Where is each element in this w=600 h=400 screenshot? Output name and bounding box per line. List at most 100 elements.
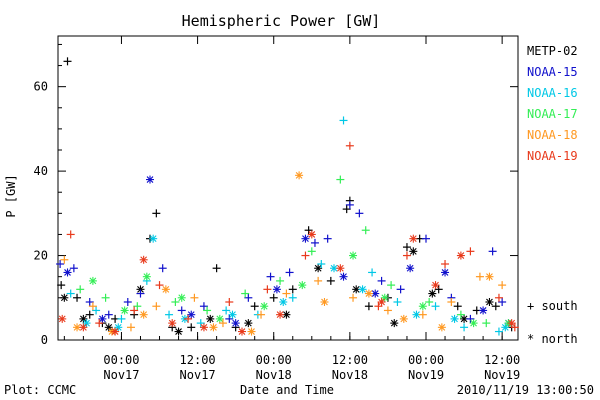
point-south-noaa-15 [85,298,94,306]
point-south-noaa-17 [336,175,345,184]
point-north-noaa-16 [114,323,123,332]
x-axis-label: Date and Time [240,383,334,397]
point-south-metp-02 [364,302,373,311]
point-north-noaa-19 [336,264,345,273]
point-south-noaa-16 [165,310,174,319]
x-tick-time-label: 12:00 [332,353,368,367]
point-south-noaa-18 [126,323,135,332]
point-north-noaa-18 [437,323,446,332]
point-south-noaa-15 [498,298,507,306]
point-south-metp-02 [73,293,82,302]
point-north-noaa-16 [149,234,158,243]
point-north-metp-02 [485,298,494,306]
point-south-noaa-19 [402,251,411,260]
point-south-noaa-15 [123,298,132,306]
point-north-noaa-15 [272,285,281,294]
point-south-noaa-19 [510,323,519,332]
point-north-noaa-18 [485,272,494,281]
chart-title: Hemispheric Power [GW] [182,12,381,30]
point-north-metp-02 [428,289,437,298]
point-north-noaa-18 [161,285,170,294]
point-south-noaa-17 [307,247,316,256]
y-axis-label: P [GW] [4,174,18,217]
point-north-noaa-15 [146,175,154,184]
point-north-noaa-17 [260,302,269,311]
point-south-metp-02 [491,302,500,311]
series-legend: METP-02 NOAA-15 NOAA-16 NOAA-17 NOAA-18 NOAA-… [527,44,578,163]
point-south-noaa-15 [199,302,208,311]
point-north-noaa-15 [339,272,348,281]
point-south-noaa-17 [171,298,180,306]
point-south-noaa-18 [190,293,199,302]
point-north-noaa-19 [431,281,440,290]
point-south-noaa-15 [177,306,186,315]
point-north-noaa-16 [82,319,91,328]
point-south-noaa-15 [323,234,332,243]
point-south-noaa-17 [387,281,396,290]
point-south-noaa-15 [396,285,405,294]
point-south-metp-02 [250,302,259,311]
point-south-noaa-17 [361,226,370,235]
point-north-noaa-15 [301,234,310,243]
point-south-noaa-15 [158,264,167,273]
point-south-noaa-19 [155,281,164,290]
point-north-noaa-19 [409,234,418,243]
point-north-metp-02 [60,293,69,302]
point-north-noaa-17 [469,319,478,328]
x-tick-date-label: Nov19 [484,368,520,382]
point-north-noaa-17 [380,293,389,302]
point-north-noaa-18 [364,289,373,298]
point-north-noaa-15 [98,314,107,323]
y-tick-label: 0 [41,333,48,347]
point-south-noaa-18 [152,302,161,311]
point-north-noaa-16 [450,314,459,323]
symbol-legend-north: * north [527,332,578,346]
point-south-noaa-18 [282,289,291,298]
legend-entry-noaa-15: NOAA-15 [527,65,578,79]
point-south-metp-02 [85,310,94,319]
point-south-noaa-17 [101,293,110,302]
point-north-noaa-19 [377,298,386,306]
point-south-noaa-16 [460,323,469,332]
point-south-noaa-17 [276,276,285,285]
legend-entry-noaa-17: NOAA-17 [527,107,578,121]
x-tick-date-label: Nov18 [256,368,292,382]
point-south-noaa-19 [345,141,354,150]
x-tick-time-label: 00:00 [256,353,292,367]
point-north-noaa-16 [228,310,237,319]
point-south-noaa-17 [133,302,142,311]
point-north-noaa-15 [479,306,488,315]
point-south-metp-02 [57,281,66,290]
point-south-noaa-15 [225,314,234,323]
point-south-noaa-19 [301,251,310,260]
point-south-noaa-18 [418,310,427,319]
point-south-noaa-19 [441,260,450,268]
point-south-noaa-16 [317,260,326,268]
point-north-noaa-18 [247,327,256,336]
point-north-noaa-17 [88,276,97,285]
point-south-noaa-15 [422,234,430,243]
point-south-noaa-17 [203,306,212,315]
point-south-metp-02 [342,205,351,214]
point-north-noaa-18 [399,314,408,323]
y-tick-label: 20 [34,249,48,263]
point-south-noaa-15 [466,314,475,323]
point-north-noaa-16 [501,323,510,332]
point-south-noaa-19 [66,230,75,239]
point-north-noaa-19 [79,323,88,332]
point-south-noaa-16 [368,268,377,277]
point-south-noaa-18 [447,298,456,306]
point-north-noaa-17 [418,302,427,311]
point-south-noaa-15 [104,310,113,319]
point-south-noaa-18 [88,302,97,311]
point-south-noaa-15 [136,289,145,298]
point-south-noaa-16 [494,327,503,336]
point-south-metp-02 [402,243,411,252]
plot-frame [57,35,519,341]
footer-timestamp: 2010/11/19 13:00:50 [457,383,594,397]
legend-entry-noaa-19: NOAA-19 [527,149,578,163]
point-south-metp-02 [288,285,297,294]
point-north-noaa-17 [177,293,186,302]
legend-entry-noaa-18: NOAA-18 [527,128,578,142]
point-south-noaa-16 [393,298,402,306]
